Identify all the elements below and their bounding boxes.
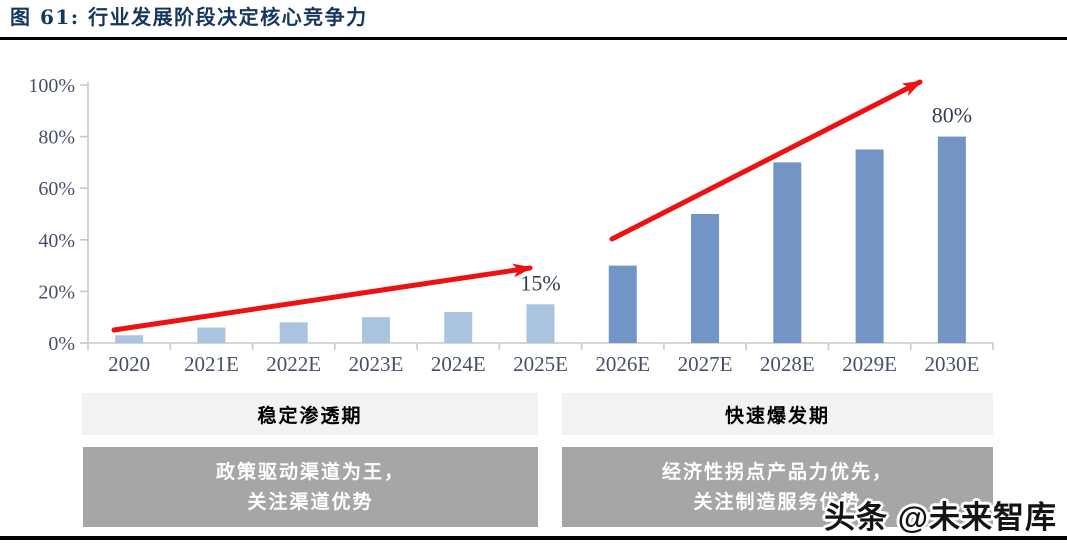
x-tick-label: 2023E	[349, 352, 404, 376]
x-tick-label: 2020	[108, 352, 150, 376]
y-tick-label: 0%	[48, 333, 75, 355]
watermark: 头条 @未来智库	[824, 500, 1057, 535]
bar-2023E	[361, 317, 390, 343]
title-divider	[0, 37, 1067, 40]
bar-2021E	[197, 327, 226, 343]
data-label-2030E: 80%	[932, 103, 972, 128]
stage-body-penetration: 政策驱动渠道为王， 关注渠道优势	[83, 447, 538, 527]
bar-2026E	[608, 265, 637, 343]
x-tick-label: 2027E	[678, 352, 733, 376]
trend-arrow-2	[609, 79, 923, 242]
x-tick-label: 2025E	[513, 352, 568, 376]
stage-body-explosion: 经济性拐点产品力优先， 关注制造服务优势	[562, 447, 993, 527]
bottom-divider	[0, 536, 1067, 540]
x-tick-label: 2022E	[266, 352, 321, 376]
stage-body-line: 关注制造服务优势	[693, 491, 862, 513]
stage-header-penetration: 稳定渗透期	[82, 393, 538, 435]
trend-arrow-1	[111, 263, 533, 333]
bar-2027E	[691, 214, 720, 343]
bar-2029E	[855, 149, 884, 343]
stage-body-line: 关注渠道优势	[247, 491, 374, 513]
stage-body-line: 经济性拐点产品力优先，	[661, 461, 893, 483]
x-tick-label: 2021E	[184, 352, 239, 376]
bar-2025E	[526, 304, 555, 343]
stage-header-label: 稳定渗透期	[257, 404, 363, 427]
stage-header-explosion: 快速爆发期	[562, 393, 993, 435]
bar-2028E	[773, 162, 802, 343]
bar-2022E	[279, 322, 308, 343]
x-tick-label: 2028E	[760, 352, 815, 376]
bar-2020	[115, 335, 144, 343]
y-tick-label: 80%	[38, 127, 75, 149]
stage-header-label: 快速爆发期	[724, 404, 830, 427]
x-tick-label: 2029E	[842, 352, 897, 376]
y-tick-label: 20%	[38, 281, 75, 303]
stage-body-line: 政策驱动渠道为王，	[215, 461, 405, 483]
x-tick-label: 2024E	[431, 352, 486, 376]
x-tick-label: 2030E	[924, 352, 979, 376]
y-tick-label: 40%	[38, 230, 75, 252]
bar-2024E	[444, 312, 473, 343]
x-tick-label: 2026E	[595, 352, 650, 376]
y-tick-label: 60%	[38, 178, 75, 200]
y-tick-label: 100%	[28, 75, 75, 97]
data-label-2025E: 15%	[520, 270, 560, 295]
bar-2030E	[937, 136, 966, 343]
figure-title: 图 61: 行业发展阶段决定核心竞争力	[10, 5, 368, 29]
